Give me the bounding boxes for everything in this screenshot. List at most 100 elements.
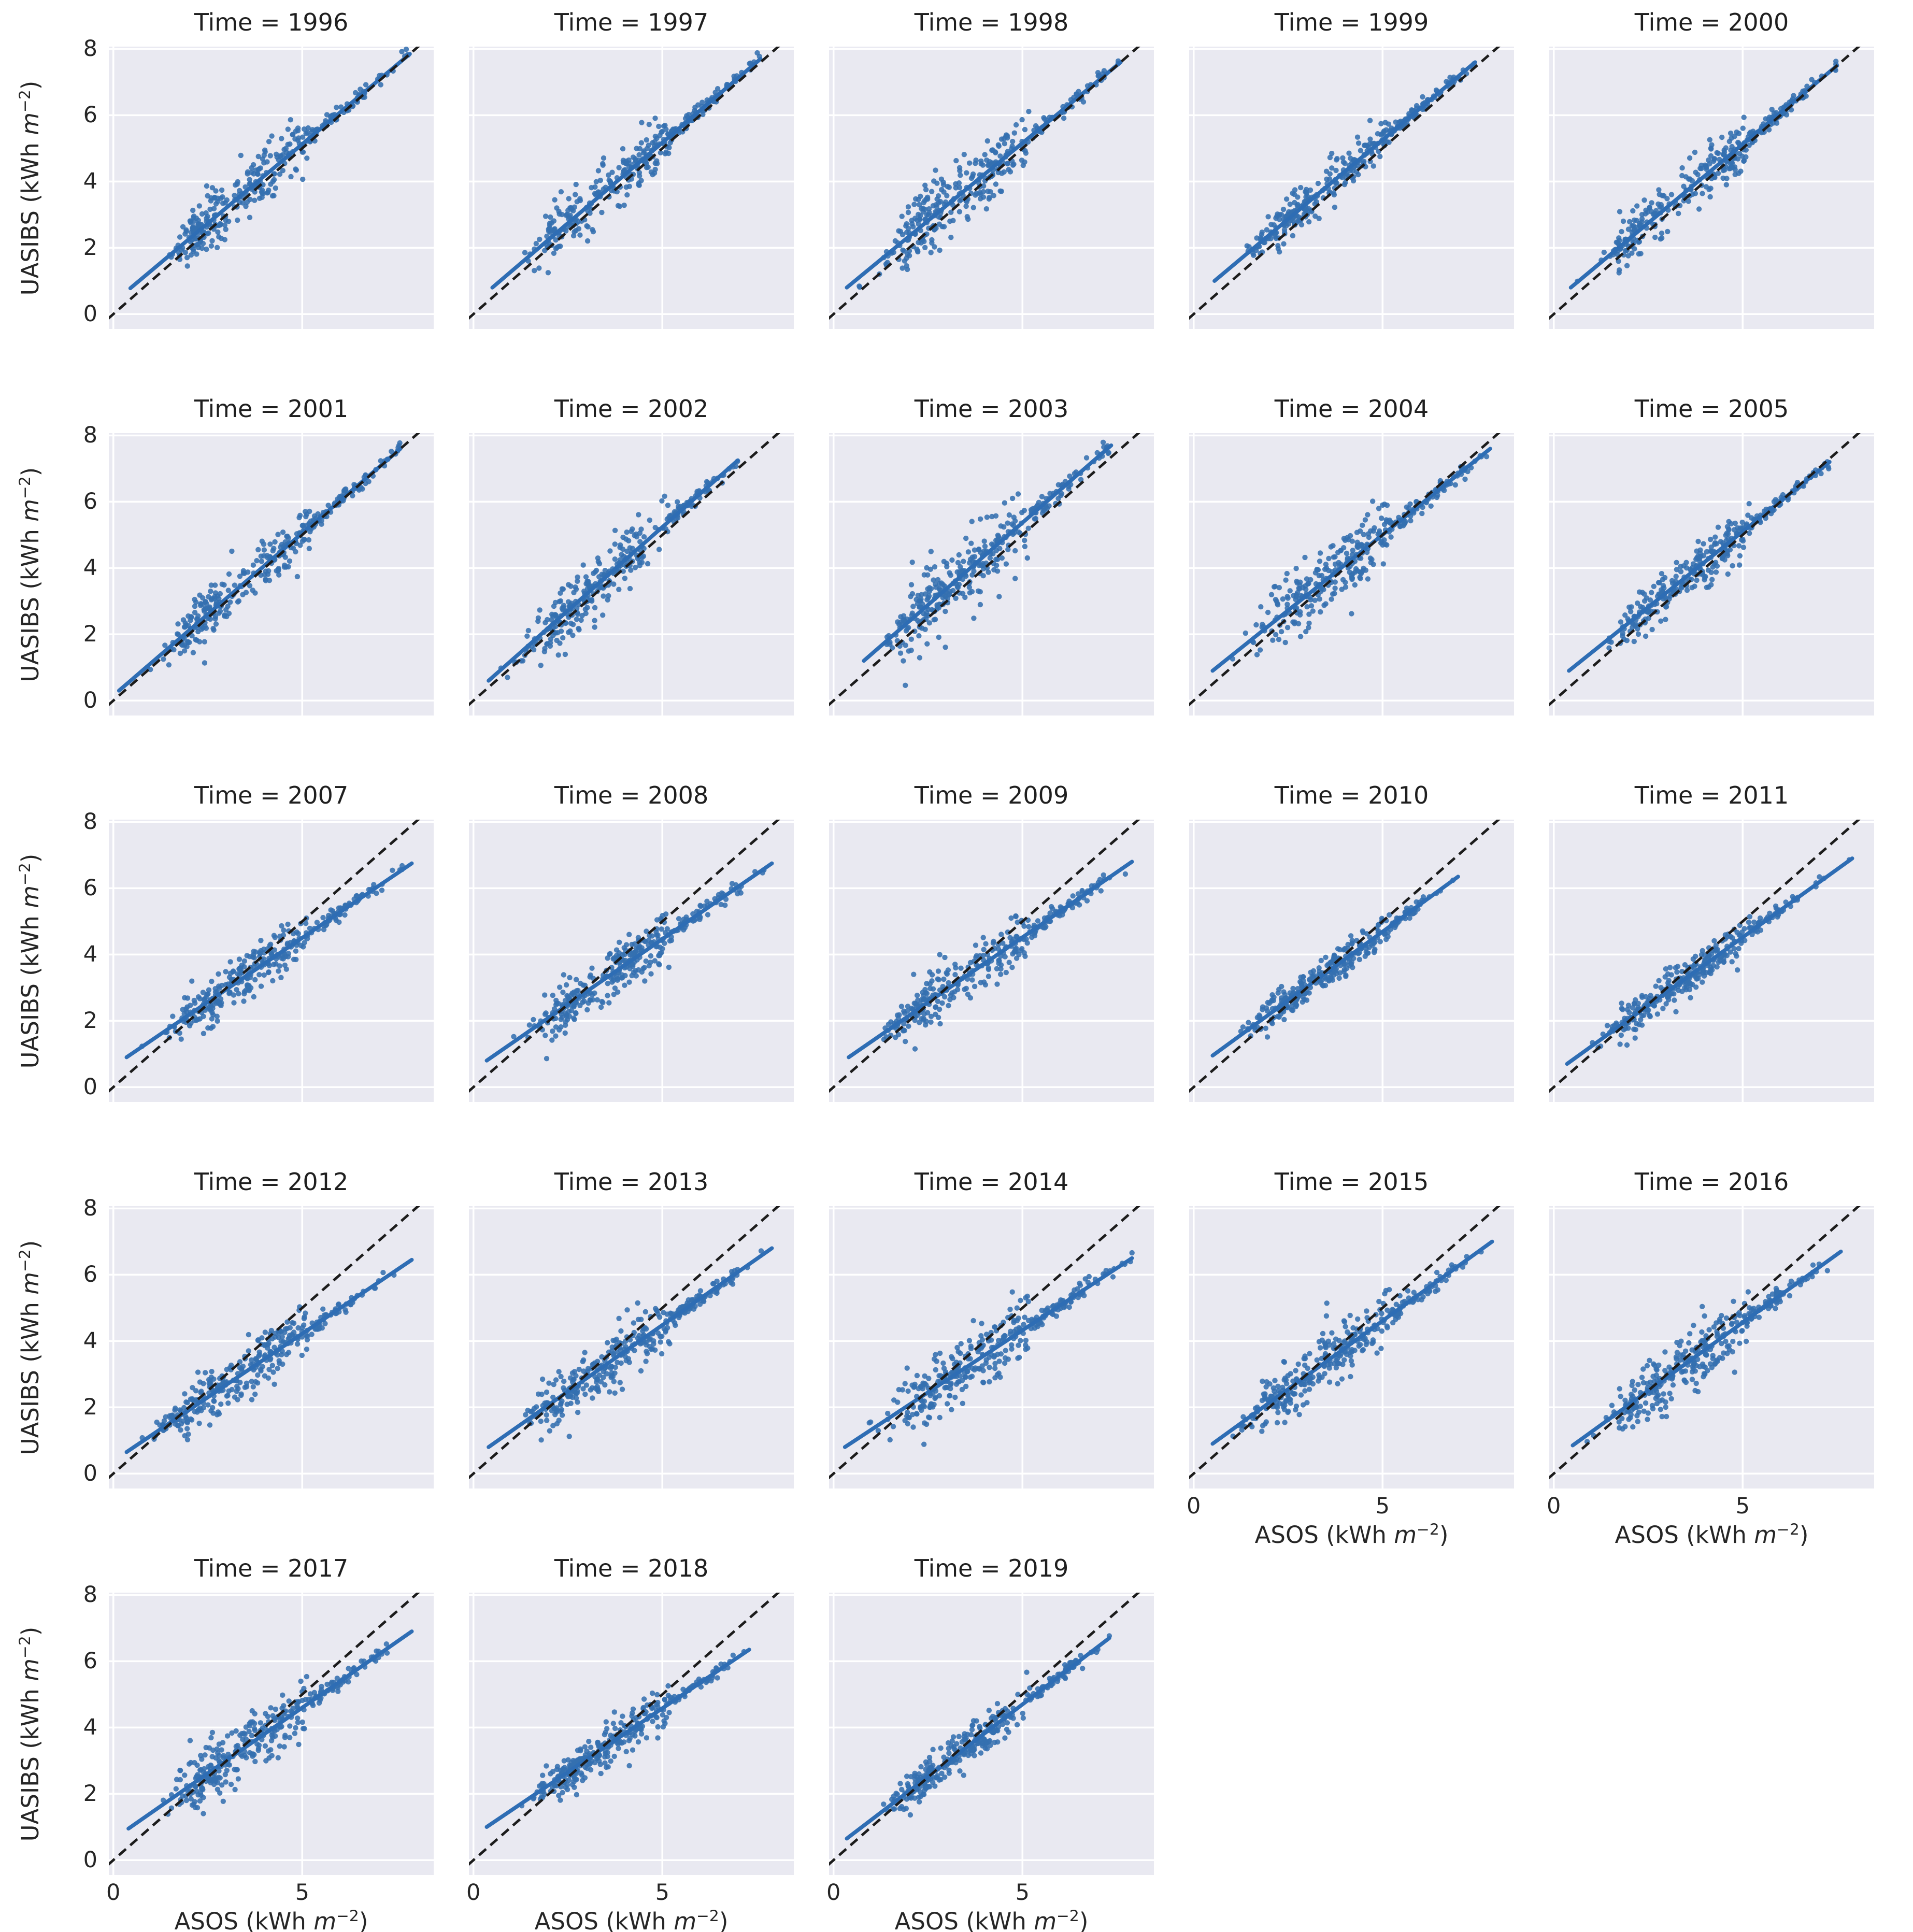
data-point (895, 619, 901, 625)
panel-background (109, 433, 434, 715)
data-point (183, 228, 189, 234)
data-point (162, 642, 168, 648)
data-point (626, 979, 632, 985)
data-point (1317, 596, 1322, 602)
data-point (1407, 501, 1413, 507)
data-point (288, 117, 293, 123)
data-point (1692, 149, 1698, 155)
data-point (993, 513, 999, 519)
data-point (957, 184, 963, 191)
data-point (1608, 639, 1614, 645)
data-point (915, 593, 921, 598)
plot-area-2004 (1189, 433, 1514, 715)
data-point (1701, 541, 1706, 547)
data-point (403, 47, 409, 52)
data-point (666, 145, 672, 151)
data-point (1719, 555, 1725, 562)
data-point (542, 992, 548, 998)
data-point (1343, 579, 1348, 585)
data-point (658, 150, 664, 155)
data-point (190, 650, 196, 655)
data-point (1724, 934, 1730, 940)
data-point (934, 602, 940, 608)
data-point (903, 682, 908, 688)
data-point (553, 1002, 559, 1008)
data-point (893, 1035, 898, 1040)
data-point (1282, 639, 1288, 646)
data-point (195, 613, 201, 619)
data-point (226, 975, 233, 980)
data-point (1643, 211, 1648, 217)
data-point (272, 947, 277, 953)
data-point (1246, 244, 1252, 250)
data-point (1066, 486, 1072, 492)
data-point (1004, 133, 1010, 139)
data-point (304, 511, 310, 517)
y-axis-label-text: ) (17, 467, 44, 476)
data-point (303, 131, 309, 136)
data-point (1021, 923, 1027, 929)
data-point (1363, 567, 1369, 573)
identity-line (1189, 47, 1501, 320)
data-point (1706, 954, 1711, 960)
data-point (884, 260, 890, 265)
data-point (1280, 206, 1287, 212)
data-point (1720, 175, 1726, 181)
data-point (901, 1021, 907, 1027)
data-point (1348, 155, 1353, 161)
data-point (1033, 123, 1039, 129)
data-point (282, 554, 288, 560)
data-point (550, 1028, 555, 1034)
data-point (623, 942, 630, 948)
data-point (552, 226, 558, 232)
data-point (1649, 200, 1654, 206)
data-point (563, 212, 569, 218)
data-point (1012, 576, 1018, 581)
facet-title: Time = 2000 (1634, 8, 1789, 36)
data-point (586, 583, 592, 589)
data-point (177, 650, 183, 656)
data-point (1703, 163, 1709, 169)
data-point (297, 512, 303, 518)
data-point (1711, 158, 1717, 164)
data-point (576, 226, 582, 232)
data-point (1003, 561, 1009, 567)
data-point (537, 607, 543, 613)
plot-area-2002 (469, 433, 794, 715)
data-point (562, 651, 568, 657)
data-point (1278, 629, 1284, 635)
data-point (1332, 554, 1338, 560)
data-point (267, 942, 273, 949)
data-point (551, 218, 557, 224)
data-point (1251, 252, 1257, 258)
data-point (552, 197, 558, 203)
data-point (1295, 621, 1302, 626)
data-point (955, 560, 961, 566)
data-point (1303, 187, 1309, 192)
data-point (243, 204, 249, 209)
data-point (575, 574, 580, 580)
data-point (1318, 609, 1323, 615)
data-point (1276, 585, 1282, 591)
data-point (1035, 918, 1041, 924)
data-point (665, 503, 671, 508)
data-point (906, 625, 911, 631)
y-axis-label-text: UASIBS (kWh (17, 521, 44, 682)
data-point (219, 1000, 224, 1006)
data-point (181, 624, 188, 630)
data-point (202, 660, 208, 666)
data-point (1737, 553, 1743, 559)
data-point (1005, 520, 1010, 526)
data-point (1370, 498, 1376, 504)
data-point (1711, 938, 1717, 944)
data-point (1331, 952, 1337, 958)
data-point (1726, 138, 1732, 145)
data-point (1005, 547, 1011, 552)
data-point (997, 188, 1003, 194)
data-point (379, 888, 385, 893)
data-point (272, 935, 278, 940)
data-point (1307, 977, 1312, 982)
data-point (982, 543, 988, 549)
data-point (1676, 210, 1681, 217)
data-point (605, 597, 610, 603)
